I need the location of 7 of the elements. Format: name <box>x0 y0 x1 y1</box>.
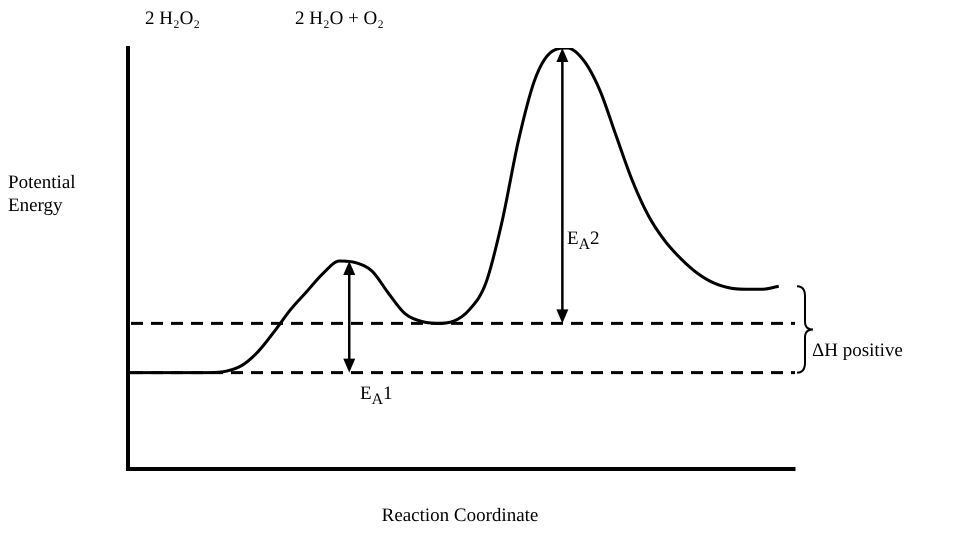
annotation: E$_{A}$2 <box>567 228 600 255</box>
text: 2 H₂O + O₂ <box>295 8 384 31</box>
text: 2 H₂O₂ <box>145 8 200 31</box>
annotation: E$_{A}$1 <box>360 383 393 410</box>
text: ΔH positive <box>812 340 903 363</box>
x-axis-title: Reaction Coordinate <box>382 505 538 528</box>
y-axis-title: Potential Energy <box>8 172 77 218</box>
